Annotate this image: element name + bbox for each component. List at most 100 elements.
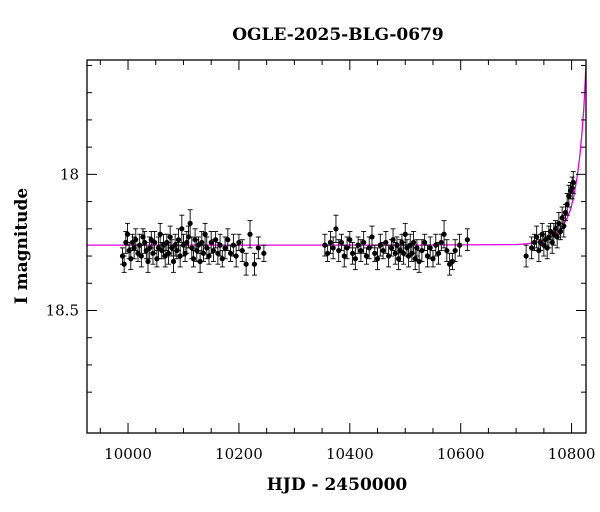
data-point — [361, 231, 367, 254]
data-point — [358, 239, 364, 262]
x-axis-label: HJD - 2450000 — [267, 475, 408, 495]
data-point — [441, 220, 447, 249]
point-marker — [330, 245, 336, 251]
data-point — [452, 239, 458, 262]
point-marker — [363, 253, 370, 259]
data-point — [228, 244, 234, 262]
point-marker — [199, 239, 205, 246]
data-point — [222, 236, 228, 260]
point-marker — [251, 261, 258, 267]
data-point — [247, 220, 253, 249]
data-point — [347, 231, 353, 249]
data-point — [390, 228, 396, 252]
point-marker — [175, 237, 182, 243]
point-marker — [452, 247, 458, 254]
point-marker — [438, 239, 444, 246]
point-marker — [236, 239, 242, 246]
point-marker — [222, 245, 228, 251]
point-marker — [177, 253, 183, 259]
data-point — [380, 241, 386, 260]
point-marker — [554, 234, 560, 240]
point-marker — [152, 239, 158, 246]
point-marker — [347, 237, 353, 243]
data-point — [369, 225, 375, 249]
point-marker — [369, 234, 375, 240]
data-point — [341, 244, 347, 268]
point-marker — [366, 245, 372, 251]
point-marker — [208, 239, 214, 246]
data-point — [372, 244, 378, 262]
point-marker — [167, 234, 173, 240]
point-marker — [247, 231, 253, 237]
point-marker — [322, 242, 328, 248]
data-point — [165, 241, 172, 265]
point-marker — [215, 250, 221, 256]
point-marker — [386, 253, 392, 259]
x-tick-label: 10600 — [437, 445, 485, 463]
point-marker — [206, 253, 212, 259]
y-tick-label: 18 — [60, 165, 79, 183]
data-point — [447, 252, 453, 276]
x-tick-label: 10400 — [326, 445, 374, 463]
data-point — [444, 239, 450, 262]
data-point — [456, 233, 463, 257]
point-marker — [327, 239, 334, 246]
y-tick-label: 18.5 — [46, 301, 79, 319]
point-marker — [145, 258, 151, 265]
data-point — [352, 247, 358, 271]
point-marker — [416, 258, 422, 265]
point-marker — [255, 245, 261, 251]
data-point — [145, 250, 151, 273]
point-marker — [225, 237, 231, 243]
point-marker — [202, 231, 208, 237]
data-point — [366, 236, 372, 260]
data-point — [325, 244, 331, 262]
point-marker — [187, 220, 193, 226]
point-marker — [422, 239, 428, 246]
point-marker — [424, 253, 431, 259]
data-point — [419, 239, 425, 262]
data-point — [322, 233, 328, 257]
data-point — [155, 236, 162, 260]
model-curve — [87, 65, 586, 246]
point-marker — [341, 253, 347, 259]
point-marker — [372, 250, 378, 256]
point-marker — [435, 250, 442, 256]
point-marker — [336, 247, 342, 254]
data-point — [449, 252, 455, 271]
point-marker — [529, 245, 535, 251]
data-point — [363, 247, 370, 265]
point-marker — [355, 242, 361, 248]
plot-frame — [86, 59, 587, 434]
point-marker — [430, 256, 436, 262]
data-point — [251, 252, 258, 276]
point-marker — [179, 226, 185, 232]
point-marker — [239, 247, 245, 254]
point-marker — [200, 250, 207, 256]
point-marker — [190, 256, 197, 262]
data-point — [177, 244, 183, 268]
point-marker — [233, 253, 239, 259]
data-point — [410, 231, 417, 254]
point-marker — [394, 242, 400, 248]
point-marker — [230, 242, 236, 248]
data-point — [433, 233, 439, 257]
x-tick-label: 10800 — [548, 445, 596, 463]
data-point — [138, 244, 144, 268]
point-marker — [557, 228, 564, 235]
data-point — [523, 244, 529, 268]
chart-title: OGLE-2025-BLG-0679 — [232, 25, 444, 45]
point-marker — [383, 239, 389, 246]
point-marker — [402, 231, 408, 237]
data-point — [243, 252, 249, 276]
axis-ticks: 10000 10200 10400 10600 10800 18 18.5 — [46, 60, 596, 463]
point-marker — [170, 258, 177, 265]
data-point — [330, 236, 336, 260]
data-point — [344, 236, 350, 260]
data-point — [233, 244, 239, 268]
point-marker — [261, 250, 267, 256]
data-point — [529, 236, 535, 260]
point-marker — [561, 223, 567, 229]
point-marker — [338, 239, 345, 246]
data-point — [167, 225, 173, 249]
